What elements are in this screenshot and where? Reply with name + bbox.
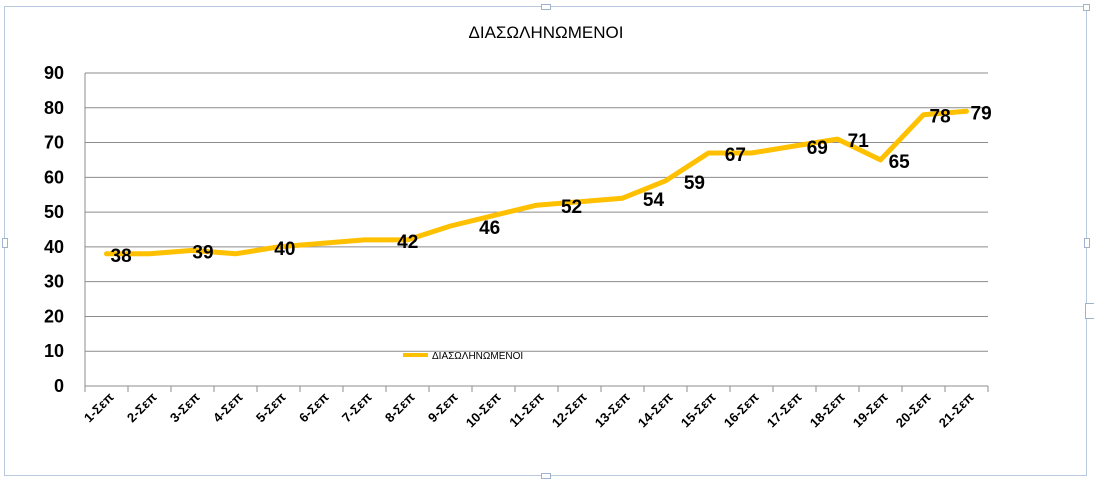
data-label: 42 [397, 232, 418, 253]
series-line [104, 108, 969, 257]
x-tick-label: 15-Σεπ [678, 389, 719, 430]
data-label: 40 [274, 239, 295, 260]
x-tick-label: 21-Σεπ [936, 389, 977, 430]
data-label: 71 [848, 131, 870, 152]
y-tick-label: 70 [44, 133, 64, 153]
data-label: 54 [643, 190, 665, 211]
data-label: 67 [725, 145, 746, 166]
data-label: 59 [684, 173, 705, 194]
x-tick-label: 10-Σεπ [463, 389, 504, 430]
x-tick-label: 1-Σεπ [81, 389, 117, 425]
y-tick-label: 50 [44, 202, 64, 222]
x-tick-label: 6-Σεπ [296, 389, 332, 425]
resize-handle-left[interactable] [2, 238, 8, 248]
chart-title: ΔΙΑΣΩΛΗΝΩΜΕΝΟΙ [469, 23, 624, 42]
y-tick-label: 80 [44, 98, 64, 118]
x-axis: 1-Σεπ 2-Σεπ 3-Σεπ 4-Σεπ 5-Σεπ 6-Σεπ 7-Σεπ 8-Σεπ… [81, 385, 989, 430]
x-tick-label: 8-Σεπ [382, 389, 418, 425]
y-tick-label: 60 [44, 167, 64, 187]
data-label: 46 [479, 218, 500, 239]
x-tick-label: 11-Σεπ [506, 389, 546, 429]
resize-handle-top-right[interactable] [1083, 4, 1090, 11]
legend-label: ΔΙΑΣΩΛΗΝΩΜΕΝΟΙ [432, 351, 523, 362]
x-tick-label: 2-Σεπ [124, 389, 160, 425]
y-tick-label: 20 [44, 306, 64, 326]
x-tick-label: 5-Σεπ [253, 389, 289, 425]
resize-handle-right[interactable] [1084, 238, 1090, 248]
chart-area[interactable] [4, 6, 1087, 476]
data-label: 79 [971, 103, 992, 124]
x-tick-label: 7-Σεπ [339, 389, 375, 425]
legend: ΔΙΑΣΩΛΗΝΩΜΕΝΟΙ [403, 351, 523, 362]
resize-handle-bottom[interactable] [541, 473, 551, 479]
data-label: 38 [111, 246, 132, 267]
data-label: 39 [192, 242, 213, 263]
gridlines [85, 72, 988, 387]
x-tick-label: 4-Σεπ [210, 389, 246, 425]
x-tick-label: 12-Σεπ [549, 389, 590, 430]
data-label: 52 [561, 197, 582, 218]
y-tick-label: 90 [44, 63, 64, 83]
x-tick-label: 16-Σεπ [721, 389, 762, 430]
y-tick-label: 10 [44, 341, 64, 361]
x-tick-label: 3-Σεπ [167, 389, 203, 425]
x-tick-label: 9-Σεπ [425, 389, 461, 425]
y-tick-label: 40 [44, 237, 64, 257]
y-tick-label: 0 [54, 376, 64, 396]
x-tick-label: 19-Σεπ [850, 389, 891, 430]
data-label: 78 [930, 107, 951, 128]
y-tick-label: 30 [44, 272, 64, 292]
x-tick-label: 20-Σεπ [893, 389, 934, 430]
x-tick-label: 14-Σεπ [635, 389, 676, 430]
resize-handle-top[interactable] [541, 4, 551, 10]
data-label: 69 [807, 138, 828, 159]
x-tick-label: 18-Σεπ [807, 389, 848, 430]
data-label: 65 [889, 152, 911, 173]
y-axis: 0 10 20 30 40 50 60 70 80 90 [44, 63, 86, 396]
x-tick-label: 17-Σεπ [764, 389, 805, 430]
sheet-edge-tab [1085, 303, 1094, 319]
data-labels: 38 39 40 42 46 52 54 59 67 69 71 65 78 79 [111, 103, 992, 267]
x-tick-label: 13-Σεπ [592, 389, 633, 430]
